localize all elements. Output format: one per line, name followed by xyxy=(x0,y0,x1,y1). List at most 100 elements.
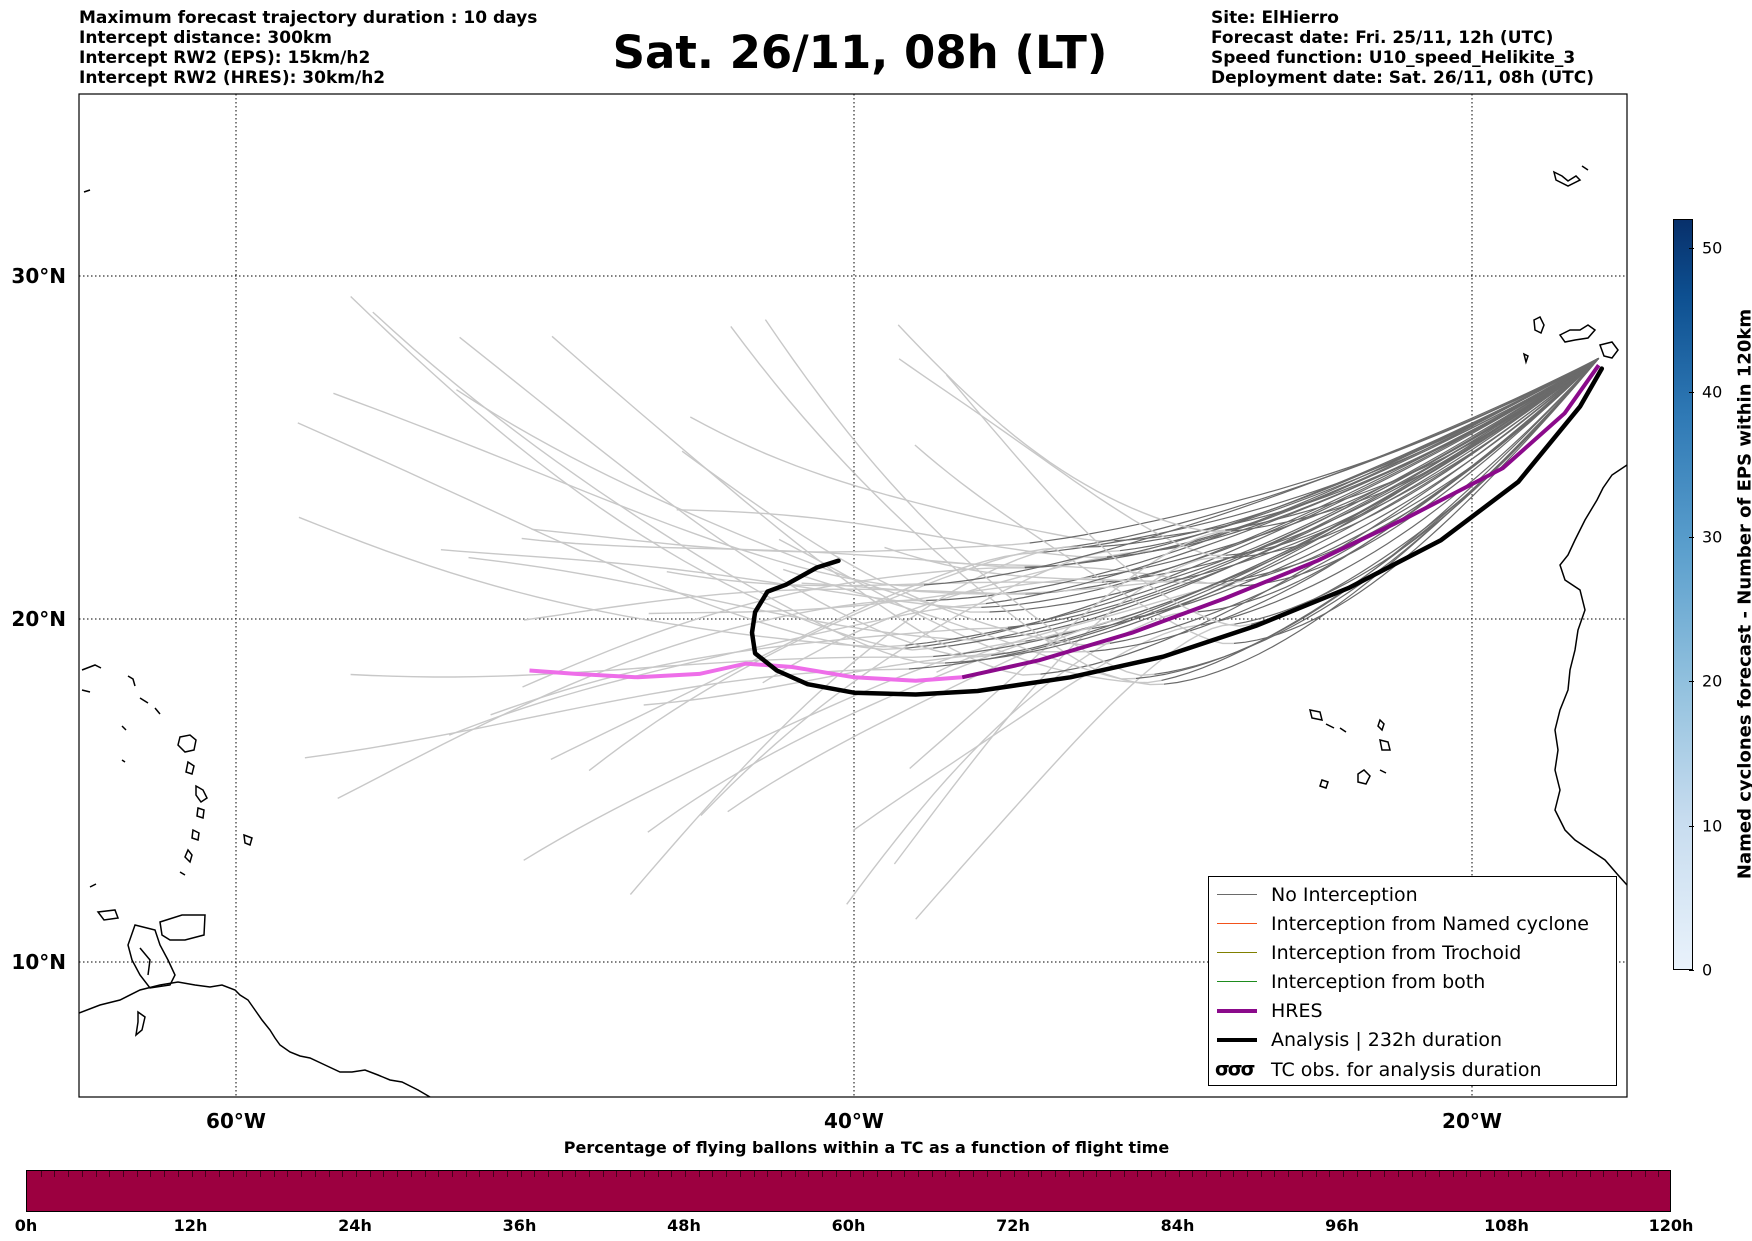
strip-tick xyxy=(1466,1171,1468,1177)
strip-time-label: 12h xyxy=(173,1216,208,1235)
eps-trajectory-far xyxy=(522,567,1025,688)
strip-tick xyxy=(602,1171,604,1177)
header-right-info: Site: ElHierro Forecast date: Fri. 25/11… xyxy=(1211,8,1594,88)
eps-trajectory-far xyxy=(676,509,1108,559)
legend-swatch-analysis xyxy=(1217,1038,1257,1042)
eps-trajectory-far xyxy=(762,550,1153,684)
colorbar-tick-label: 40 xyxy=(1702,382,1723,402)
legend-label-trochoid: Interception from Trochoid xyxy=(1271,942,1522,964)
coastline xyxy=(191,828,200,841)
strip-tick xyxy=(1411,1171,1413,1177)
coastline xyxy=(195,784,208,804)
legend-item-named-cyclone: Interception from Named cyclone xyxy=(1209,911,1614,937)
strip-tick xyxy=(109,1171,111,1177)
strip-tick xyxy=(1589,1171,1591,1177)
eps-trajectory-far xyxy=(490,626,1008,716)
strip-tick xyxy=(328,1171,330,1177)
strip-tick xyxy=(1521,1171,1523,1177)
colorbar-tick xyxy=(1689,970,1694,971)
coastline xyxy=(127,675,136,687)
eps-trajectory-near xyxy=(995,357,1600,640)
eps-trajectory-far xyxy=(778,538,1162,684)
eps-trajectory-near xyxy=(904,357,1600,649)
strip-tick xyxy=(260,1171,262,1177)
site-text: Site: ElHierro xyxy=(1211,8,1339,28)
coastline xyxy=(154,707,161,715)
eps-trajectory-near xyxy=(908,357,1600,670)
strip-tick xyxy=(273,1171,275,1177)
eps-trajectory-near xyxy=(923,357,1599,586)
strip-tick xyxy=(383,1171,385,1177)
strip-tick xyxy=(342,1171,344,1177)
strip-tick xyxy=(918,1171,920,1177)
eps-trajectory-far xyxy=(459,336,992,658)
colorbar-tick xyxy=(1689,392,1694,394)
strip-tick xyxy=(451,1171,453,1177)
lat-tick-label: 10°N xyxy=(11,950,66,974)
strip-tick xyxy=(479,1171,481,1177)
coastline xyxy=(159,914,206,941)
coastline xyxy=(139,947,151,976)
strip-tick xyxy=(506,1171,508,1177)
strip-tick xyxy=(1343,1171,1344,1177)
intercept-distance-text: Intercept distance: 300km xyxy=(79,28,332,48)
strip-tick xyxy=(753,1171,755,1177)
eps-trajectory-near xyxy=(1092,357,1600,579)
eps-trajectory-near xyxy=(1106,357,1600,558)
eps-trajectory-near xyxy=(905,357,1600,646)
colorbar xyxy=(1673,219,1693,970)
eps-trajectory-far xyxy=(689,416,1115,542)
strip-tick xyxy=(1438,1171,1440,1177)
eps-trajectory-far xyxy=(304,668,909,759)
forecast-date-text: Forecast date: Fri. 25/11, 12h (UTC) xyxy=(1211,28,1554,48)
coastline xyxy=(243,833,253,847)
coastline xyxy=(134,1010,146,1037)
strip-tick xyxy=(1644,1171,1646,1177)
legend-label-named-cyclone: Interception from Named cyclone xyxy=(1271,913,1589,935)
eps-trajectory-far xyxy=(846,611,1198,905)
eps-trajectory-far xyxy=(372,311,945,664)
eps-trajectory-near xyxy=(1173,357,1600,581)
strip-time-label: 108h xyxy=(1484,1216,1529,1235)
strip-tick xyxy=(177,1171,179,1177)
strip-tick xyxy=(904,1171,906,1177)
strip-tick xyxy=(561,1171,563,1177)
max-duration-text: Maximum forecast trajectory duration : 1… xyxy=(79,8,538,28)
coastline xyxy=(1581,165,1589,171)
coastline xyxy=(1339,727,1347,733)
eps-trajectory-far xyxy=(551,335,1041,676)
strip-tick xyxy=(301,1171,303,1177)
strip-time-label: 48h xyxy=(667,1216,701,1235)
legend-item-no-interception: No Interception xyxy=(1209,882,1614,908)
strip-tick xyxy=(767,1171,769,1177)
page-title: Sat. 26/11, 08h (LT) xyxy=(612,26,1108,79)
colorbar-tick-label: 30 xyxy=(1702,527,1723,547)
strip-tick xyxy=(1247,1171,1249,1177)
eps-trajectory-far xyxy=(727,616,1135,813)
colorbar-tick xyxy=(1689,681,1694,683)
strip-tick xyxy=(657,1171,659,1177)
eps-trajectory-far xyxy=(456,389,990,613)
colorbar-tick xyxy=(1689,536,1694,538)
lat-tick-label: 20°N xyxy=(11,607,66,631)
legend-label-hres: HRES xyxy=(1271,1000,1323,1022)
header-left-info: Maximum forecast trajectory duration : 1… xyxy=(79,8,537,88)
intercept-eps-text: Intercept RW2 (EPS): 15km/h2 xyxy=(79,48,371,68)
strip-tick xyxy=(616,1171,618,1177)
strip-tick xyxy=(369,1171,371,1177)
coastline xyxy=(179,871,186,876)
legend-item-analysis: Analysis | 232h duration xyxy=(1209,1027,1614,1053)
coastline xyxy=(89,883,97,888)
coastline xyxy=(96,909,120,921)
eps-trajectory-near xyxy=(1024,357,1599,568)
strip-tick xyxy=(1014,1171,1015,1177)
strip-tick xyxy=(794,1171,796,1177)
strip-tick xyxy=(1288,1171,1290,1177)
coastline xyxy=(81,664,102,671)
legend-label-no-interception: No Interception xyxy=(1271,884,1418,906)
strip-tick xyxy=(1219,1171,1221,1177)
coastline xyxy=(1554,464,1627,886)
colorbar-tick-label: 20 xyxy=(1702,671,1723,691)
strip-time-label: 36h xyxy=(502,1216,537,1235)
strip-tick xyxy=(1658,1171,1660,1177)
